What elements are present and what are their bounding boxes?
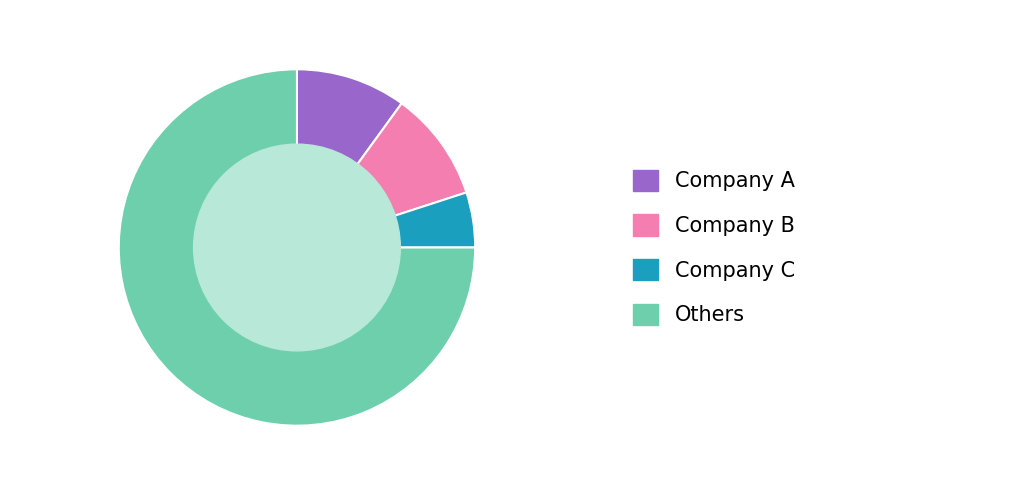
Wedge shape bbox=[297, 103, 467, 248]
Wedge shape bbox=[297, 69, 401, 248]
Wedge shape bbox=[297, 193, 475, 248]
Legend: Company A, Company B, Company C, Others: Company A, Company B, Company C, Others bbox=[625, 161, 803, 334]
Wedge shape bbox=[119, 69, 475, 426]
Circle shape bbox=[194, 144, 400, 351]
